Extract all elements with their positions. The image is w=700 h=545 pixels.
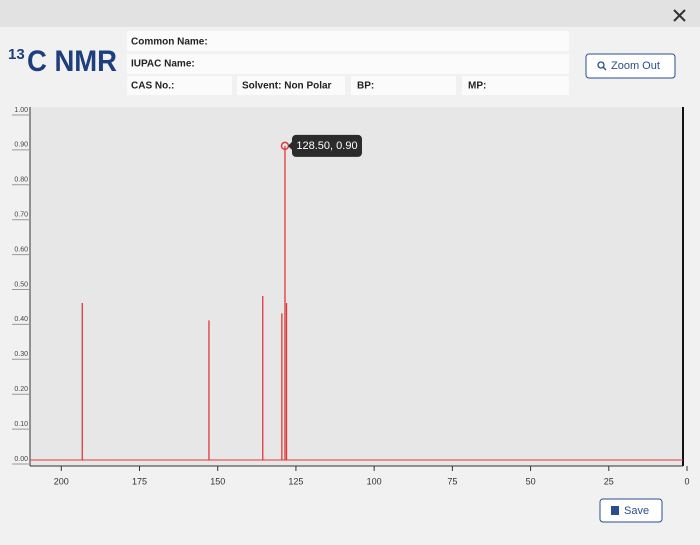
tooltip-bg [291, 134, 362, 157]
x-tick-label: 175 [132, 476, 147, 486]
tooltip-arrow [287, 140, 293, 151]
close-button[interactable] [673, 9, 686, 22]
y-tick-label: 0.40 [14, 316, 28, 323]
x-tick-label: 200 [54, 476, 69, 486]
field-box [127, 31, 569, 51]
x-tick-label: 75 [447, 476, 457, 486]
field-box [351, 76, 456, 95]
field-box [237, 76, 345, 95]
button-label: Zoom Out [611, 60, 660, 72]
field-box [462, 76, 569, 95]
field-box [127, 54, 569, 74]
button-label: Save [624, 505, 649, 517]
field-box [127, 76, 232, 95]
x-tick-label: 50 [526, 476, 536, 486]
field-label: MP: [468, 81, 486, 92]
y-tick-label: 0.30 [14, 351, 28, 358]
y-tick-label: 0.80 [14, 177, 28, 184]
y-tick-label: 0.90 [14, 142, 28, 149]
x-tick-label: 25 [604, 476, 614, 486]
y-tick-label: 0.20 [14, 386, 28, 393]
title-superscript: 13 [8, 46, 25, 63]
field-label: Solvent: Non Polar [242, 81, 332, 92]
y-tick-label: 1.00 [14, 107, 28, 114]
save-button[interactable]: Save [599, 498, 663, 523]
field-label: IUPAC Name: [131, 59, 195, 70]
y-tick-label: 0.00 [14, 456, 28, 463]
y-tick-label: 0.10 [14, 421, 28, 428]
plot-area [30, 107, 683, 466]
x-tick-label: 125 [288, 476, 303, 486]
field-label: Common Name: [131, 37, 208, 48]
x-tick-label: 0 [684, 476, 689, 486]
zoom-out-button[interactable]: Zoom Out [585, 53, 676, 79]
x-tick-label: 100 [367, 476, 382, 486]
tooltip-text: 128.50, 0.90 [296, 140, 357, 152]
field-label: CAS No.: [131, 81, 174, 92]
title: C NMR [27, 45, 117, 78]
x-tick-label: 150 [210, 476, 225, 486]
field-label: BP: [357, 81, 374, 92]
y-tick-label: 0.50 [14, 281, 28, 288]
y-tick-label: 0.60 [14, 246, 28, 253]
top-bar [0, 0, 700, 27]
y-tick-label: 0.70 [14, 212, 28, 219]
